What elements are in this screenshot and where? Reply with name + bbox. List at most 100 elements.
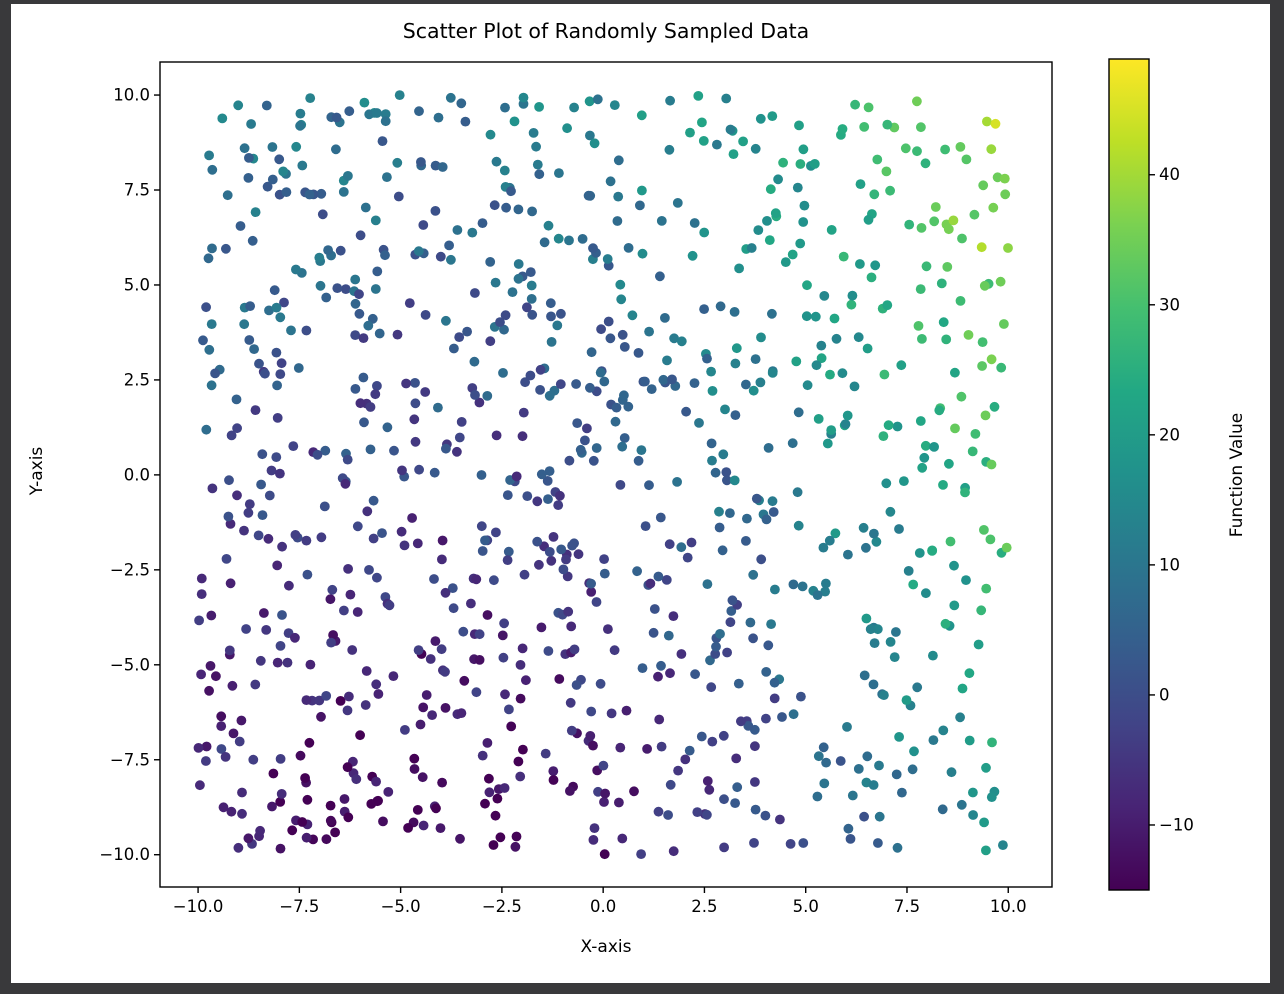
scatter-point (492, 793, 503, 804)
scatter-point (374, 328, 385, 339)
scatter-point (539, 237, 550, 248)
scatter-point (736, 716, 746, 727)
scatter-point (796, 691, 806, 702)
scatter-point (414, 464, 424, 475)
scatter-point (816, 340, 827, 351)
scatter-point (297, 817, 308, 827)
x-tick-label: 10.0 (990, 897, 1027, 916)
scatter-point (459, 675, 470, 686)
scatter-point (903, 566, 914, 576)
scatter-point (521, 675, 531, 686)
scatter-point (261, 625, 272, 635)
scatter-point (572, 418, 583, 428)
scatter-point (989, 401, 1000, 412)
scatter-point (525, 370, 536, 381)
scatter-point (694, 418, 704, 428)
x-tick-label: −2.5 (482, 897, 522, 916)
scatter-point (544, 466, 555, 476)
scatter-point (761, 667, 772, 677)
colorbar-label: Function Value (1227, 412, 1247, 538)
scatter-point (321, 834, 332, 845)
scatter-point (853, 332, 864, 343)
scatter-point (548, 532, 559, 542)
scatter-point (859, 670, 870, 681)
scatter-point (769, 677, 780, 688)
scatter-point (667, 374, 677, 385)
scatter-point (798, 838, 809, 848)
scatter-point (500, 310, 511, 321)
scatter-point (196, 589, 207, 599)
scatter-point (706, 682, 717, 693)
scatter-point (846, 299, 857, 310)
scatter-point (640, 376, 650, 387)
scatter-point (326, 637, 336, 648)
scatter-point (603, 316, 614, 327)
scatter-point (277, 541, 287, 552)
scatter-point (400, 725, 410, 735)
scatter-point (665, 779, 676, 790)
scatter-point (746, 243, 757, 253)
scatter-point (220, 752, 231, 762)
scatter-point (718, 449, 729, 460)
scatter-point (921, 261, 932, 272)
scatter-point (527, 309, 538, 320)
scatter-point (498, 652, 509, 663)
scatter-point (536, 469, 547, 480)
scatter-point (949, 560, 959, 571)
scatter-point (665, 95, 675, 106)
scatter-point (788, 579, 799, 590)
scatter-point (556, 544, 567, 555)
scatter-point (327, 584, 338, 595)
scatter-point (272, 380, 282, 391)
scatter-point (766, 619, 776, 629)
x-tick-label: −10.0 (173, 897, 224, 916)
scatter-point (755, 113, 766, 124)
scatter-point (730, 410, 741, 420)
scatter-point (831, 333, 842, 344)
scatter-point (382, 422, 393, 433)
scatter-point (418, 220, 429, 230)
scatter-point (290, 530, 301, 540)
scatter-point (275, 369, 286, 379)
scatter-point (506, 186, 516, 197)
scatter-point (502, 490, 513, 500)
scatter-point (436, 644, 447, 655)
scatter-point (425, 654, 436, 664)
scatter-point (819, 291, 830, 301)
scatter-point (787, 249, 798, 260)
scatter-point (644, 480, 654, 491)
scatter-point (571, 379, 581, 389)
scatter-point (627, 310, 638, 321)
scatter-point (254, 358, 264, 369)
x-tick-label: 2.5 (691, 897, 717, 916)
scatter-point (511, 471, 522, 482)
scatter-point (513, 259, 524, 269)
scatter-point (835, 756, 846, 766)
scatter-point (225, 578, 236, 589)
scatter-point (409, 414, 420, 425)
scatter-point (665, 668, 675, 679)
scatter-point (915, 416, 926, 426)
scatter-point (206, 610, 217, 621)
scatter-point (546, 337, 557, 347)
scatter-point (476, 521, 487, 532)
scatter-point (605, 176, 616, 187)
scatter-point (495, 317, 505, 327)
scatter-point (986, 792, 997, 802)
scatter-point (929, 442, 939, 452)
scatter-point (885, 185, 895, 196)
scatter-point (233, 842, 244, 853)
scatter-point (656, 741, 667, 752)
scatter-point (365, 444, 376, 455)
scatter-point (546, 311, 556, 322)
scatter-point (330, 827, 340, 838)
scatter-point (829, 313, 840, 324)
scatter-point (304, 189, 315, 200)
scatter-point (656, 660, 666, 671)
scatter-point (562, 123, 572, 134)
scatter-point (276, 789, 287, 799)
scatter-point (489, 200, 500, 211)
y-axis-label: Y-axis (27, 446, 47, 496)
scatter-point (920, 158, 931, 169)
scatter-point (396, 526, 407, 537)
